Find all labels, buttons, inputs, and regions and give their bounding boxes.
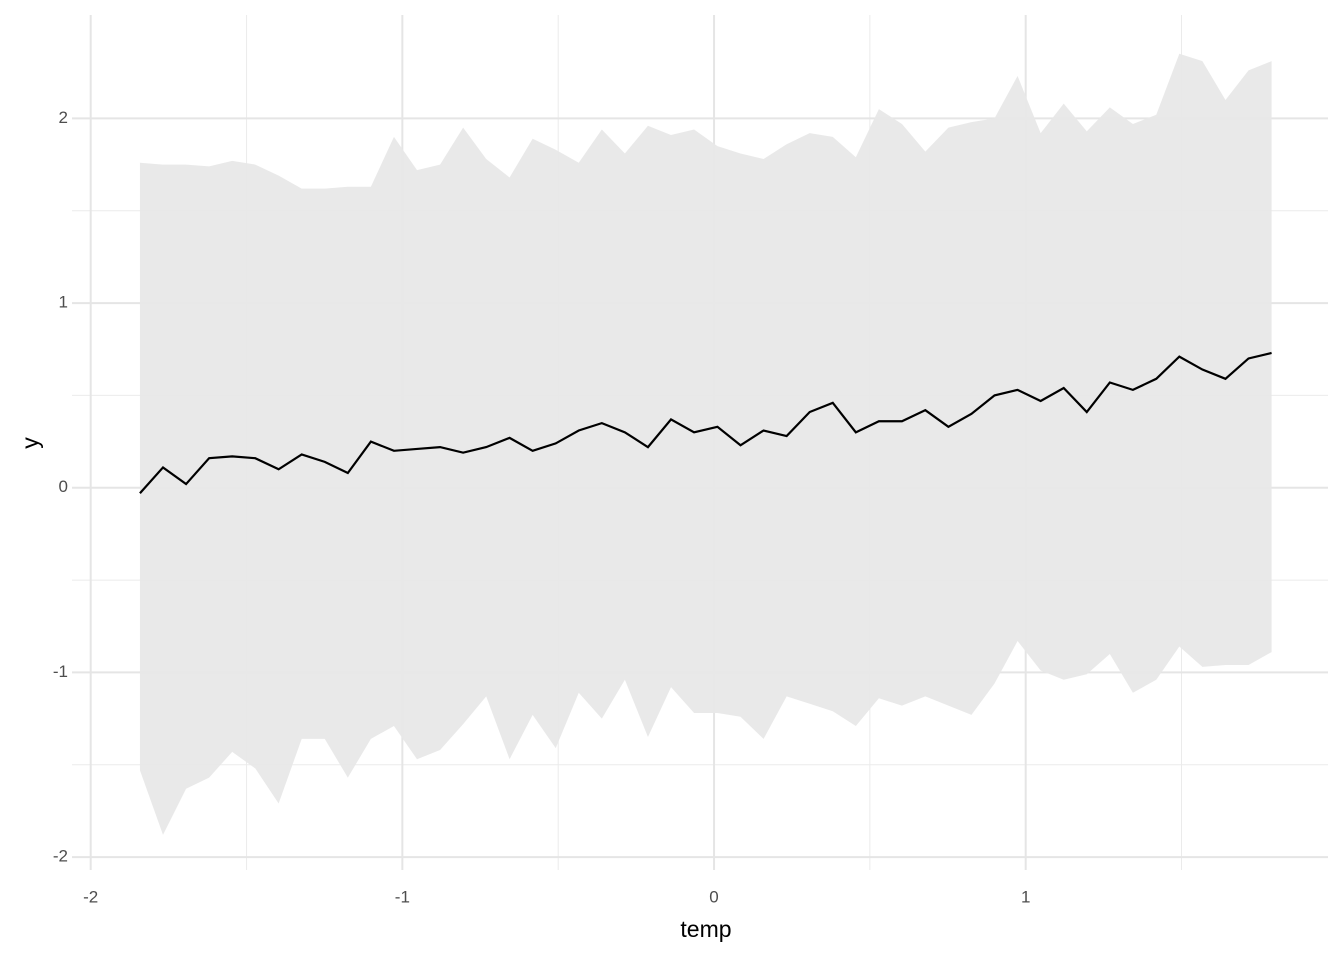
x-tick-label: -1 [395,887,410,906]
x-tick-label: -2 [83,887,98,906]
x-axis-title: temp [680,916,731,942]
x-tick-label: 1 [1021,887,1030,906]
confidence-band [139,53,1272,835]
y-tick-label: 0 [59,477,68,496]
y-tick-label: 1 [59,293,68,312]
y-tick-label: -2 [53,847,68,866]
y-tick-label: -1 [53,662,68,681]
x-tick-label: 0 [709,887,718,906]
y-axis-title: y [17,437,43,449]
line [139,351,1272,495]
y-tick-label: 2 [59,108,68,127]
